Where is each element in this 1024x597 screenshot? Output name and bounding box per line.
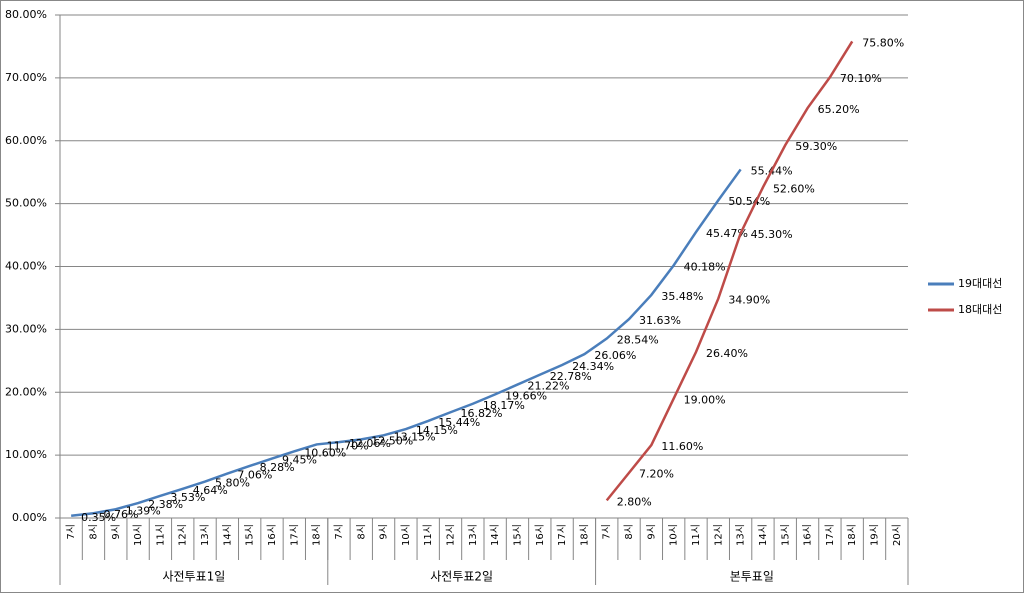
- x-tick-label: 18시: [311, 524, 323, 546]
- legend-label: 19대대선: [958, 277, 1002, 290]
- data-label: 1.39%: [126, 504, 161, 517]
- x-tick-label: 18시: [846, 524, 858, 546]
- data-label: 2.80%: [617, 495, 652, 508]
- x-tick-label: 10시: [400, 524, 412, 546]
- data-label: 3.53%: [170, 491, 205, 504]
- x-tick-label: 10시: [132, 524, 144, 546]
- data-label: 10.60%: [304, 446, 346, 459]
- group-label: 사전투표1일: [162, 570, 225, 584]
- group-label: 본투표일: [730, 570, 774, 584]
- x-tick-label: 13시: [467, 524, 479, 546]
- x-tick-label: 14시: [489, 524, 501, 546]
- x-tick-label: 9시: [645, 524, 657, 540]
- x-tick-label: 14시: [757, 524, 769, 546]
- data-label: 19.00%: [684, 394, 726, 407]
- data-label: 12.50%: [371, 434, 413, 447]
- group-label: 사전투표2일: [430, 570, 493, 584]
- x-tick-label: 14시: [221, 524, 233, 546]
- data-label: 65.20%: [818, 103, 860, 116]
- x-tick-label: 16시: [534, 524, 546, 546]
- x-tick-label: 12시: [177, 524, 189, 546]
- x-tick-label: 15시: [244, 524, 256, 546]
- data-label: 2.38%: [148, 498, 183, 511]
- x-tick-label: 7시: [65, 524, 77, 540]
- data-label: 12.06%: [349, 437, 391, 450]
- y-tick-label: 20.00%: [5, 385, 47, 398]
- x-tick-label: 13시: [735, 524, 747, 546]
- data-label: 59.30%: [795, 140, 837, 153]
- x-tick-label: 8시: [623, 524, 635, 540]
- y-tick-label: 40.00%: [5, 260, 47, 273]
- data-label: 34.90%: [728, 294, 770, 307]
- x-tick-label: 12시: [445, 524, 457, 546]
- x-tick-label: 9시: [110, 524, 122, 540]
- data-label: 52.60%: [773, 182, 815, 195]
- data-label: 70.10%: [840, 72, 882, 85]
- x-tick-label: 19시: [869, 524, 881, 546]
- data-label: 21.22%: [527, 380, 569, 393]
- x-tick-label: 15시: [511, 524, 523, 546]
- data-label: 7.06%: [237, 469, 272, 482]
- data-label: 50.54%: [728, 195, 770, 208]
- data-label: 19.66%: [505, 389, 547, 402]
- data-label: 13.15%: [394, 430, 436, 443]
- x-tick-label: 17시: [824, 524, 836, 546]
- y-tick-label: 0.00%: [12, 511, 47, 524]
- y-tick-label: 10.00%: [5, 448, 47, 461]
- data-label: 9.45%: [282, 454, 317, 467]
- data-label: 28.54%: [617, 334, 659, 347]
- x-tick-label: 8시: [355, 524, 367, 540]
- data-label: 0.35%: [81, 511, 116, 524]
- legend-label: 18대대선: [958, 303, 1002, 316]
- y-tick-label: 70.00%: [5, 71, 47, 84]
- data-label: 31.63%: [639, 314, 681, 327]
- data-label: 15.44%: [438, 416, 480, 429]
- data-label: 45.47%: [706, 227, 748, 240]
- x-tick-label: 11시: [422, 524, 434, 546]
- data-label: 40.18%: [684, 260, 726, 273]
- data-label: 24.34%: [572, 360, 614, 373]
- series-line: [605, 40, 854, 502]
- y-tick-label: 60.00%: [5, 134, 47, 147]
- x-tick-label: 16시: [266, 524, 278, 546]
- data-label: 14.15%: [416, 424, 458, 437]
- series-line: [71, 168, 742, 518]
- data-label: 18.17%: [483, 399, 525, 412]
- x-tick-label: 12시: [712, 524, 724, 546]
- data-label: 7.20%: [639, 468, 674, 481]
- data-label: 11.70%: [327, 439, 369, 452]
- x-tick-label: 7시: [601, 524, 613, 540]
- data-label: 5.80%: [215, 477, 250, 490]
- x-tick-label: 13시: [199, 524, 211, 546]
- x-tick-label: 8시: [87, 524, 99, 540]
- data-label: 0.76%: [103, 508, 138, 521]
- y-tick-label: 80.00%: [5, 8, 47, 21]
- x-tick-label: 11시: [154, 524, 166, 546]
- y-tick-label: 30.00%: [5, 322, 47, 335]
- data-label: 22.78%: [550, 370, 592, 383]
- x-tick-label: 17시: [556, 524, 568, 546]
- data-label: 45.30%: [751, 228, 793, 241]
- data-label: 26.40%: [706, 347, 748, 360]
- x-tick-label: 17시: [288, 524, 300, 546]
- x-tick-label: 11시: [690, 524, 702, 546]
- y-tick-label: 50.00%: [5, 197, 47, 210]
- data-label: 75.80%: [862, 36, 904, 49]
- x-tick-label: 18시: [578, 524, 590, 546]
- data-label: 11.60%: [661, 440, 703, 453]
- data-label: 8.28%: [260, 461, 295, 474]
- x-tick-label: 15시: [779, 524, 791, 546]
- x-tick-label: 7시: [333, 524, 345, 540]
- data-label: 35.48%: [661, 290, 703, 303]
- x-tick-label: 16시: [802, 524, 814, 546]
- x-tick-label: 10시: [668, 524, 680, 546]
- x-tick-label: 9시: [378, 524, 390, 540]
- x-tick-label: 20시: [891, 524, 903, 546]
- data-label: 16.82%: [461, 407, 503, 420]
- data-label: 4.64%: [193, 484, 228, 497]
- data-label: 26.06%: [594, 349, 636, 362]
